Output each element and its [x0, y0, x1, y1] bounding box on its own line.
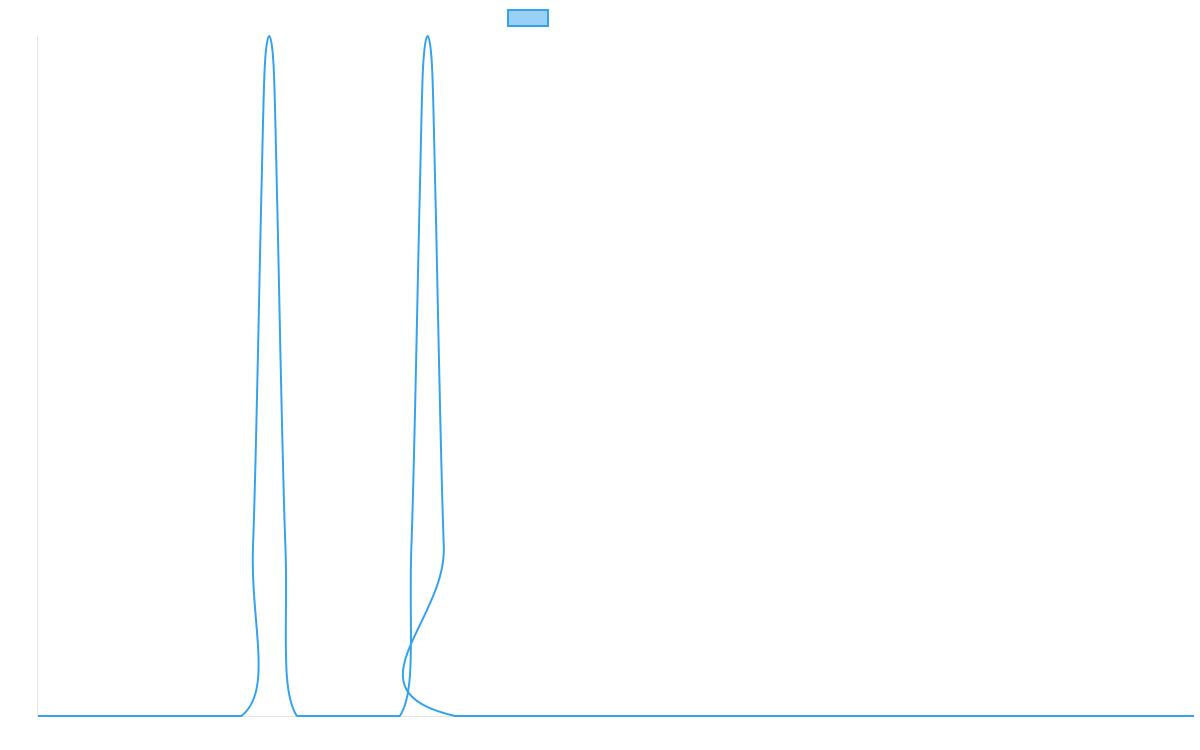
series-layer [38, 35, 1194, 718]
legend-swatch[interactable] [507, 9, 549, 27]
series-line-1[interactable] [38, 35, 1194, 718]
